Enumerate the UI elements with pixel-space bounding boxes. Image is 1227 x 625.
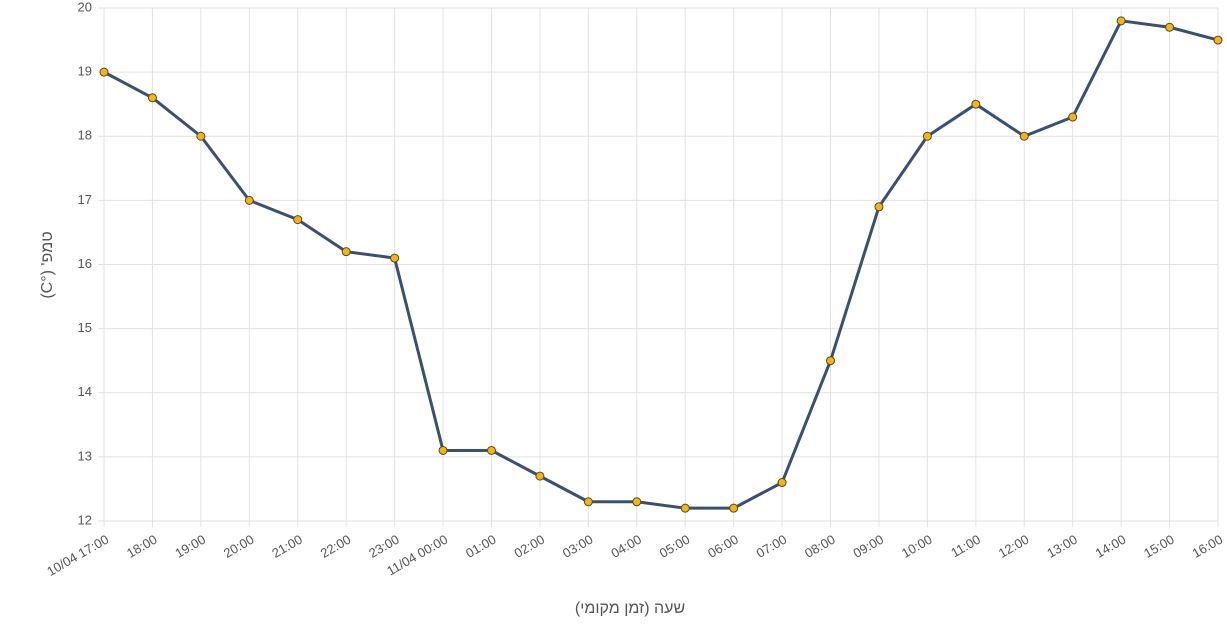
marker: [293, 215, 303, 225]
x-tick-label: 10/04 17:00: [44, 532, 111, 579]
marker: [1165, 22, 1175, 32]
x-tick-label: 08:00: [802, 532, 838, 561]
x-tick-label: 16:00: [1190, 532, 1226, 561]
x-tick-label: 11:00: [948, 532, 983, 561]
x-tick-label: 21:00: [269, 532, 305, 561]
y-tick-label: 19: [78, 64, 92, 79]
x-tick-label: 23:00: [366, 532, 402, 561]
y-tick-label: 16: [78, 256, 92, 271]
marker: [147, 93, 157, 103]
x-tick-label: 18:00: [124, 532, 160, 561]
x-tick-label: 03:00: [560, 532, 596, 561]
marker: [583, 497, 593, 507]
x-tick-label: 02:00: [511, 532, 547, 561]
x-tick-label: 13:00: [1044, 532, 1080, 561]
y-tick-label: 20: [78, 0, 92, 14]
marker: [777, 478, 787, 488]
marker: [1213, 35, 1223, 45]
marker: [971, 99, 981, 109]
x-tick-label: 19:00: [172, 532, 208, 561]
x-tick-label: 04:00: [608, 532, 644, 561]
y-tick-label: 17: [78, 192, 92, 207]
x-tick-label: 09:00: [850, 532, 886, 561]
marker: [438, 445, 448, 455]
y-tick-label: 13: [78, 448, 92, 463]
marker: [1116, 16, 1126, 26]
marker: [632, 497, 642, 507]
x-tick-label: 06:00: [705, 532, 741, 561]
marker: [99, 67, 109, 77]
marker: [244, 195, 254, 205]
x-tick-label: 12:00: [996, 532, 1032, 561]
marker: [341, 247, 351, 257]
x-axis-label: שעה (זמן מקומי): [575, 600, 685, 617]
x-tick-label: 15:00: [1141, 532, 1177, 561]
line: [103, 19, 1219, 510]
marker: [390, 253, 400, 263]
x-tick-label: 01:00: [463, 532, 499, 561]
y-axis-label: טמפ' (°C): [39, 231, 56, 298]
marker: [1019, 131, 1029, 141]
x-tick-label: 10:00: [899, 532, 935, 561]
x-tick-label: 22:00: [318, 532, 354, 561]
y-tick-label: 18: [78, 128, 92, 143]
marker: [535, 471, 545, 481]
marker: [486, 445, 496, 455]
y-tick-label: 12: [78, 512, 92, 527]
marker: [874, 202, 884, 212]
x-tick-label: 07:00: [754, 532, 790, 561]
marker: [196, 131, 206, 141]
marker: [680, 503, 690, 513]
x-tick-label: 14:00: [1093, 532, 1129, 561]
y-tick-label: 14: [78, 384, 92, 399]
marker: [922, 131, 932, 141]
marker: [1068, 112, 1078, 122]
x-tick-label: 20:00: [221, 532, 257, 561]
x-tick-label: 05:00: [657, 532, 693, 561]
y-tick-label: 15: [78, 320, 92, 335]
marker: [729, 503, 739, 513]
marker: [826, 356, 836, 366]
